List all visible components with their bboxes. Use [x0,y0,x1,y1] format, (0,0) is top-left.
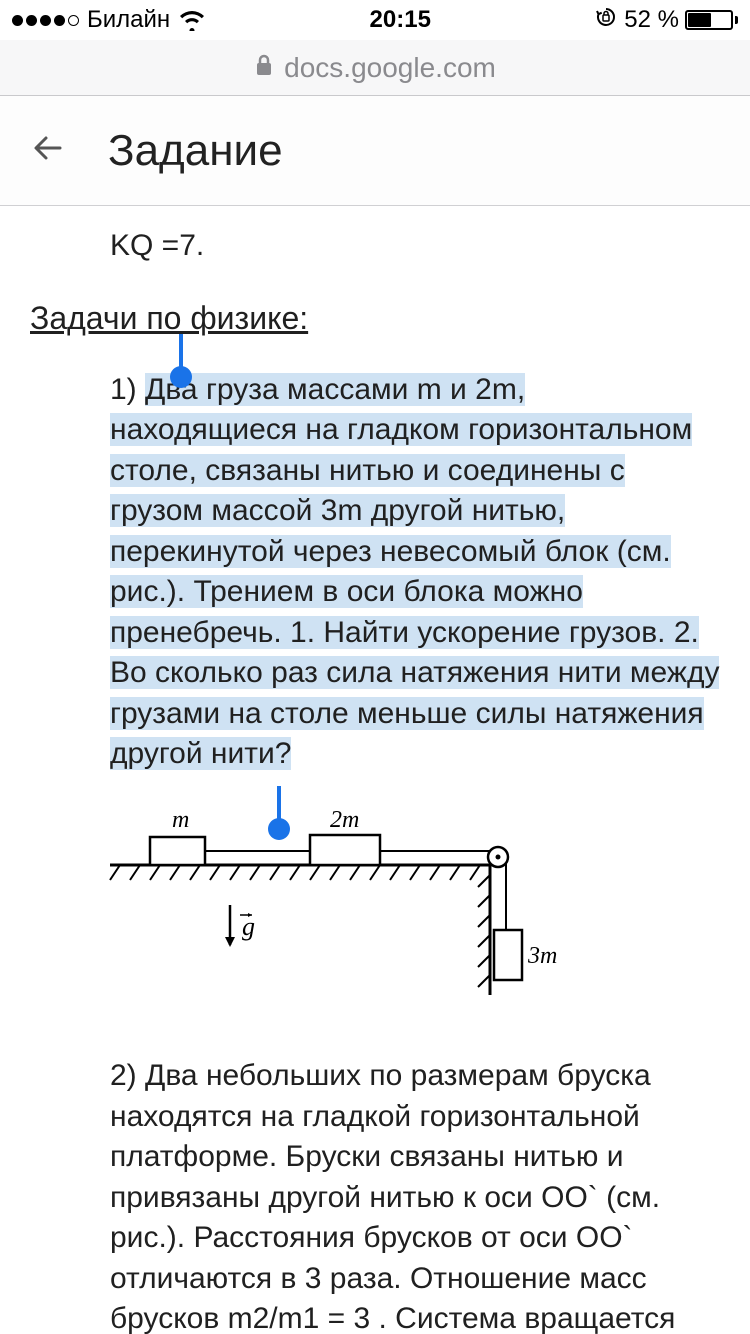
clock-label: 20:15 [370,6,431,34]
problem-1-prefix: 1) [110,373,145,406]
battery-pct-label: 52 % [624,6,679,34]
problem-1: 1) Два груза массами m и 2m, находящиеся… [30,370,720,775]
status-left: Билайн [12,6,206,34]
battery-icon [685,10,738,30]
section-title: Задачи по физике: [30,297,720,340]
back-button[interactable] [30,129,68,172]
figure-label-m: m [172,807,189,833]
carrier-label: Билайн [87,6,170,34]
status-right: 52 % [594,5,738,36]
app-header: Задание [0,96,750,206]
orientation-lock-icon [594,5,618,36]
url-domain-label: docs.google.com [284,52,496,84]
problem-1-highlighted: Два груза массами m и 2m, находящиеся на… [110,373,719,771]
status-bar: Билайн 20:15 52 % [0,0,750,40]
figure-label-3m: 3m [527,943,557,969]
signal-strength-icon [12,15,79,26]
url-bar[interactable]: docs.google.com [0,40,750,96]
physics-figure-1: m 2m 3m g [90,795,720,1027]
lock-icon [254,52,274,84]
selection-handle-end[interactable] [268,818,290,840]
kq-text: KQ =7. [30,226,720,267]
selection-handle-start[interactable] [170,366,192,388]
document-content[interactable]: KQ =7. Задачи по физике: 1) Два груза ма… [0,206,750,1334]
figure-label-2m: 2m [330,807,359,833]
page-title: Задание [108,126,283,176]
wifi-icon [178,9,206,31]
problem-2: 2) Два небольших по размерам бруска нахо… [30,1056,720,1334]
